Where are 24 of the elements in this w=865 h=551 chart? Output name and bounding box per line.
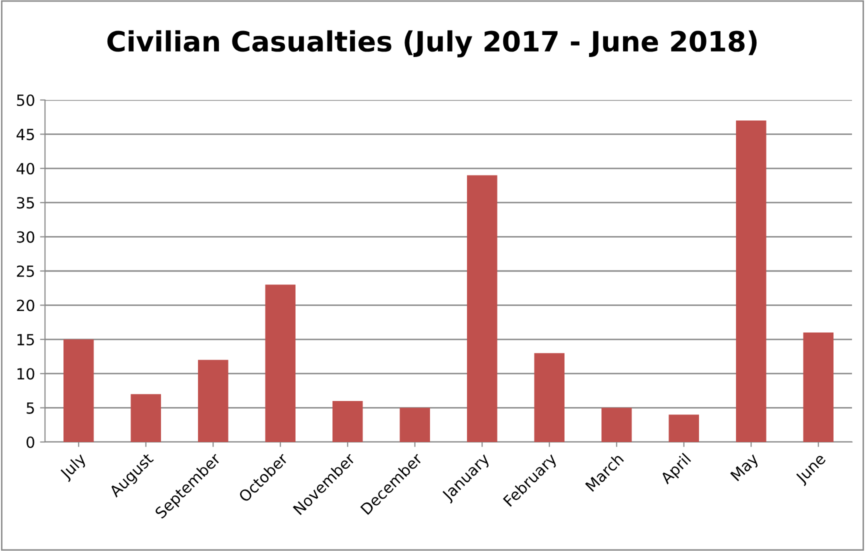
y-tick-label: 15 [18,334,34,346]
y-tick-label: 40 [16,162,34,174]
y-tick-label: 10 [18,368,34,380]
y-tick-label: 25 [16,265,34,278]
y-tick-label: 20 [16,300,34,312]
y-tick-label: 45 [16,128,34,140]
y-tick-label: 35 [17,197,34,209]
y-tick-label: 5 [26,402,34,414]
bar [332,400,363,442]
bar [803,332,834,442]
bar [736,120,766,442]
bar [534,353,565,442]
bar [63,339,94,442]
y-tick-label: 50 [17,94,34,106]
y-tick-label: 30 [17,231,34,243]
bar [400,408,430,442]
chart-title: Civilian Casualties (July 2017 - June 2018) [107,30,757,58]
bar [601,408,632,442]
bar [130,394,162,442]
bar [668,414,700,442]
bar [265,284,296,442]
bar [198,360,228,442]
y-tick-label: 0 [26,436,34,448]
bar [466,175,498,442]
